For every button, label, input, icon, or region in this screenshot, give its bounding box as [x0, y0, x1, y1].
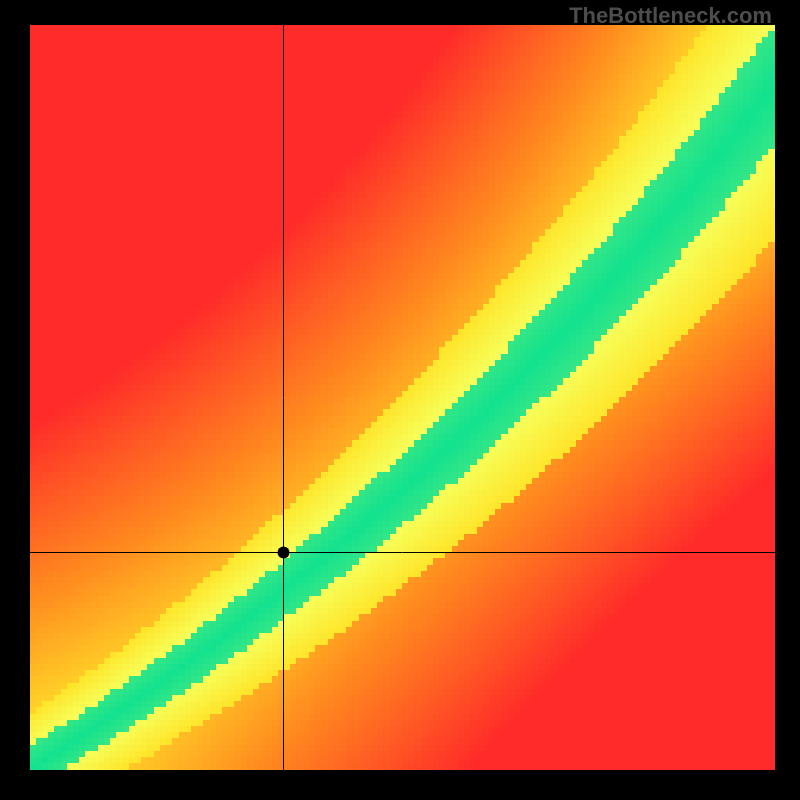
- plot-area: [30, 25, 775, 770]
- heatmap-canvas: [30, 25, 775, 770]
- watermark-text: TheBottleneck.com: [569, 3, 772, 29]
- chart-container: TheBottleneck.com: [0, 0, 800, 800]
